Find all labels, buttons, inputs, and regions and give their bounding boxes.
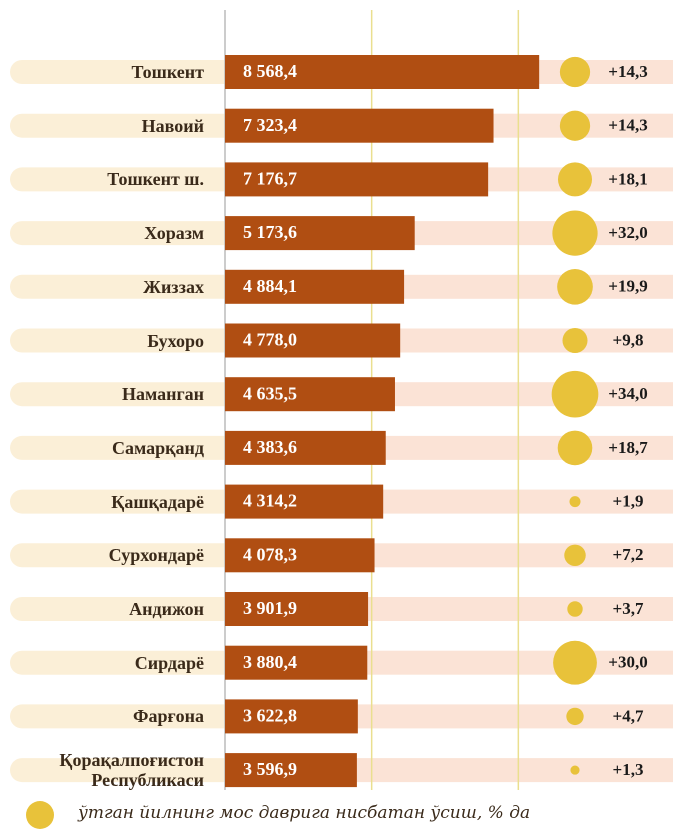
bar-value-label: 4 884,1 xyxy=(243,276,297,296)
category-label: Тошкент ш. xyxy=(107,169,204,190)
growth-bubble xyxy=(559,56,591,88)
category-label: Хоразм xyxy=(144,223,204,244)
growth-bubble xyxy=(557,430,593,466)
bar-value-label: 4 383,6 xyxy=(243,437,297,457)
bar-value-label: 4 635,5 xyxy=(243,383,297,403)
label-pill xyxy=(10,274,270,299)
bar xyxy=(225,753,357,788)
growth-label: +1,9 xyxy=(613,492,644,511)
label-pill xyxy=(10,650,270,675)
bar xyxy=(225,699,358,734)
category-label: Сирдарё xyxy=(134,652,204,673)
label-pill xyxy=(10,221,270,246)
bar xyxy=(225,538,375,573)
growth-label: +19,9 xyxy=(608,277,647,296)
bar-value-label: 4 078,3 xyxy=(243,544,297,564)
growth-bubble xyxy=(559,110,591,141)
bar-value-label: 4 778,0 xyxy=(243,330,297,350)
category-label: Сурхондарё xyxy=(108,545,204,566)
bar xyxy=(225,108,494,143)
growth-label: +18,7 xyxy=(608,438,648,457)
growth-label: +30,0 xyxy=(608,653,647,672)
category-label: Андижон xyxy=(129,599,204,619)
label-pill xyxy=(10,382,270,407)
legend-label: ўтган йилнинг мос даврига нисбатан ўсиш,… xyxy=(78,803,531,823)
label-pill xyxy=(10,435,270,460)
label-pill xyxy=(10,60,270,84)
label-pill xyxy=(10,758,270,783)
label-pill xyxy=(10,597,270,621)
bar-value-label: 5 173,6 xyxy=(243,222,297,242)
growth-bubble xyxy=(562,327,588,354)
bar-value-label: 4 314,2 xyxy=(243,491,297,511)
bar xyxy=(225,484,384,519)
bar xyxy=(225,645,368,680)
bar xyxy=(225,430,386,465)
bar xyxy=(225,592,369,626)
growth-label: +7,2 xyxy=(613,545,644,564)
label-pill xyxy=(10,113,270,138)
growth-label: +1,3 xyxy=(613,760,644,779)
category-label: Тошкент xyxy=(131,62,204,82)
growth-bubble xyxy=(566,707,584,726)
growth-bubble xyxy=(570,765,580,775)
bar-value-label: 3 880,4 xyxy=(243,652,297,672)
bar-value-label: 8 568,4 xyxy=(243,61,297,81)
label-pill xyxy=(10,328,270,353)
label-pill xyxy=(10,704,270,729)
growth-label: +9,8 xyxy=(613,330,644,349)
growth-bubble xyxy=(552,210,598,256)
label-pill xyxy=(10,167,270,192)
growth-label: +14,3 xyxy=(608,116,647,135)
category-label: Самарқанд xyxy=(112,437,204,458)
label-pill xyxy=(10,543,270,568)
growth-label: +34,0 xyxy=(608,384,647,403)
growth-bubble xyxy=(567,601,583,617)
bar xyxy=(225,55,540,89)
bar-value-label: 7 176,7 xyxy=(243,169,297,189)
category-label: Бухоро xyxy=(147,330,204,351)
growth-label: +14,3 xyxy=(608,62,647,81)
bar-value-label: 3 596,9 xyxy=(243,759,297,779)
bar xyxy=(225,269,405,304)
bar-value-label: 3 901,9 xyxy=(243,598,297,618)
growth-label: +4,7 xyxy=(613,706,644,725)
growth-bubble xyxy=(557,162,593,197)
bar xyxy=(225,377,395,412)
growth-label: +18,1 xyxy=(608,169,647,188)
growth-bubble xyxy=(569,496,581,508)
bar-value-label: 7 323,4 xyxy=(243,115,297,135)
category-label: Жиззах xyxy=(143,276,204,297)
bar-value-label: 3 622,8 xyxy=(243,706,297,726)
category-label: Наманган xyxy=(121,384,204,405)
growth-bubble xyxy=(564,544,586,567)
growth-bubble xyxy=(553,640,597,685)
bar xyxy=(225,216,415,251)
label-pill xyxy=(10,489,270,514)
growth-bubble xyxy=(551,370,599,418)
bar xyxy=(225,323,401,358)
category-label: Фарғона xyxy=(132,706,204,727)
bar xyxy=(225,162,489,197)
legend-swatch xyxy=(26,801,54,829)
growth-bubble xyxy=(557,268,593,305)
growth-label: +3,7 xyxy=(613,599,644,618)
growth-label: +32,0 xyxy=(608,223,647,242)
category-label: Қорақалпоғистон Республикаси xyxy=(59,750,204,791)
category-label: Навоий xyxy=(141,115,204,136)
category-label: Қашқадарё xyxy=(111,491,204,512)
